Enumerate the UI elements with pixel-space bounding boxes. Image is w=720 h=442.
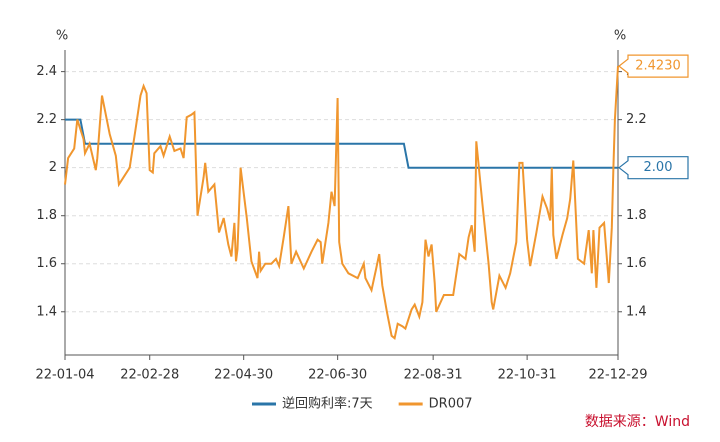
- y-tick-label: 2.2: [36, 112, 57, 127]
- y-tick-label: 1.4: [36, 304, 57, 319]
- label-box: [618, 156, 689, 180]
- y2-tick-label: 2.2: [626, 112, 647, 127]
- y2-tick-label: 1.6: [626, 256, 647, 271]
- x-tick-label: 22-01-04: [35, 368, 94, 383]
- y2-unit: %: [614, 29, 626, 44]
- y-tick-label: 2: [49, 160, 57, 175]
- legend-label: 逆回购利率:7天: [282, 396, 373, 412]
- x-tick-label: 22-12-29: [588, 368, 647, 383]
- y-unit: %: [56, 29, 68, 44]
- x-tick-label: 22-02-28: [120, 368, 179, 383]
- label-box: [618, 54, 689, 78]
- y2-tick-label: 1.8: [626, 208, 647, 223]
- x-tick-label: 22-04-30: [214, 368, 273, 383]
- value-label: 2.00: [644, 160, 673, 175]
- x-tick-label: 22-10-31: [498, 368, 557, 383]
- y-tick-label: 2.4: [36, 64, 57, 79]
- y-tick-label: 1.8: [36, 208, 57, 223]
- y-tick-label: 1.6: [36, 256, 57, 271]
- source: 数据来源：Wind: [585, 414, 690, 430]
- x-tick-label: 22-08-31: [404, 368, 463, 383]
- value-label: 2.4230: [635, 59, 681, 74]
- x-tick-label: 22-06-30: [308, 368, 367, 383]
- y2-tick-label: 1.4: [626, 304, 647, 319]
- series-line: [64, 66, 619, 340]
- legend-label: DR007: [429, 397, 473, 412]
